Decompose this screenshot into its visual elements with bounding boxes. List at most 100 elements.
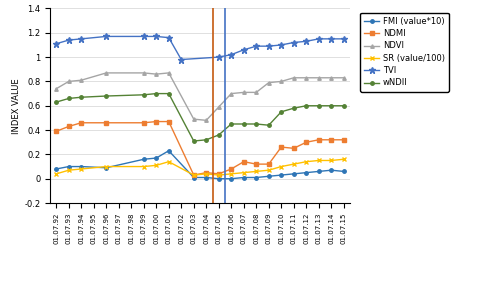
TVI (103, 35, 109, 38)
NDVI (78, 78, 84, 82)
wNDII (78, 96, 84, 99)
Line: wNDII: wNDII (54, 92, 346, 143)
SR (value/100) (66, 169, 72, 172)
wNDII (253, 122, 259, 126)
wNDII (291, 107, 297, 110)
wNDII (241, 122, 247, 126)
SR (value/100) (153, 164, 159, 167)
SR (value/100) (278, 165, 284, 168)
NDMI (341, 138, 347, 142)
Legend: FMI (value*10), NDMI, NDVI, SR (value/100), TVI, wNDII: FMI (value*10), NDMI, NDVI, SR (value/10… (360, 13, 449, 92)
FMI (value*10) (141, 158, 147, 161)
FMI (value*10) (153, 156, 159, 160)
TVI (253, 45, 259, 48)
NDVI (303, 76, 309, 80)
TVI (141, 35, 147, 38)
wNDII (341, 104, 347, 107)
wNDII (191, 139, 197, 143)
FMI (value*10) (166, 149, 172, 153)
wNDII (153, 92, 159, 95)
NDVI (253, 91, 259, 94)
TVI (303, 39, 309, 43)
TVI (53, 42, 60, 45)
SR (value/100) (303, 160, 309, 163)
SR (value/100) (291, 162, 297, 166)
wNDII (303, 104, 309, 107)
NDMI (241, 160, 247, 163)
FMI (value*10) (66, 165, 72, 168)
NDVI (141, 71, 147, 75)
TVI (66, 38, 72, 42)
NDMI (153, 120, 159, 123)
SR (value/100) (266, 169, 272, 172)
Line: NDMI: NDMI (54, 120, 346, 177)
FMI (value*10) (253, 176, 259, 179)
TVI (241, 48, 247, 52)
NDVI (191, 117, 197, 121)
SR (value/100) (141, 165, 147, 168)
FMI (value*10) (53, 167, 60, 171)
wNDII (278, 110, 284, 114)
SR (value/100) (316, 159, 322, 162)
SR (value/100) (228, 172, 234, 175)
NDMI (78, 121, 84, 124)
FMI (value*10) (228, 177, 234, 180)
NDVI (153, 72, 159, 76)
SR (value/100) (78, 167, 84, 171)
SR (value/100) (253, 170, 259, 173)
FMI (value*10) (341, 170, 347, 173)
NDVI (316, 76, 322, 80)
NDVI (291, 76, 297, 80)
wNDII (266, 124, 272, 127)
wNDII (53, 100, 60, 104)
NDMI (166, 120, 172, 123)
SR (value/100) (328, 159, 334, 162)
wNDII (328, 104, 334, 107)
NDVI (216, 105, 222, 109)
Line: SR (value/100): SR (value/100) (54, 157, 346, 177)
SR (value/100) (103, 165, 109, 168)
Line: FMI (value*10): FMI (value*10) (54, 149, 346, 180)
NDMI (141, 121, 147, 124)
FMI (value*10) (241, 176, 247, 179)
TVI (278, 43, 284, 47)
wNDII (316, 104, 322, 107)
FMI (value*10) (203, 176, 209, 179)
NDMI (103, 121, 109, 124)
TVI (216, 55, 222, 59)
wNDII (103, 94, 109, 98)
TVI (291, 41, 297, 44)
NDMI (303, 140, 309, 144)
SR (value/100) (341, 158, 347, 161)
FMI (value*10) (266, 175, 272, 178)
Line: NDVI: NDVI (54, 71, 346, 122)
TVI (228, 53, 234, 56)
NDVI (53, 87, 60, 91)
TVI (316, 37, 322, 41)
NDMI (278, 146, 284, 149)
NDVI (341, 76, 347, 80)
NDMI (253, 162, 259, 166)
TVI (166, 36, 172, 39)
wNDII (216, 133, 222, 136)
NDMI (66, 125, 72, 128)
FMI (value*10) (78, 165, 84, 168)
NDMI (266, 162, 272, 166)
FMI (value*10) (328, 169, 334, 172)
wNDII (141, 93, 147, 96)
TVI (153, 35, 159, 38)
FMI (value*10) (291, 172, 297, 175)
SR (value/100) (166, 160, 172, 163)
NDMI (203, 171, 209, 174)
TVI (341, 37, 347, 41)
NDMI (228, 167, 234, 171)
NDMI (328, 138, 334, 142)
NDMI (216, 172, 222, 175)
SR (value/100) (191, 173, 197, 177)
FMI (value*10) (191, 176, 197, 179)
wNDII (203, 138, 209, 142)
NDMI (191, 173, 197, 177)
NDMI (316, 138, 322, 142)
NDVI (241, 91, 247, 94)
wNDII (228, 122, 234, 126)
